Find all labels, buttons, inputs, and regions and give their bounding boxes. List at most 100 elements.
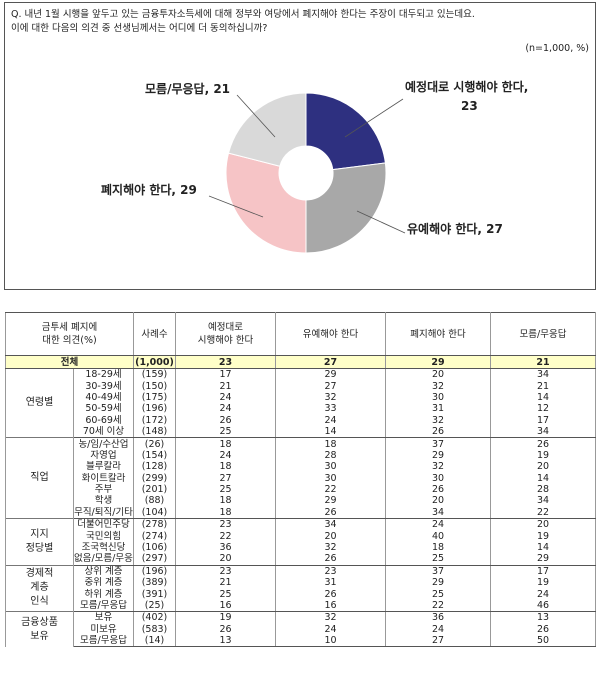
cell-text: 18-29세	[85, 369, 122, 381]
data-row: 자영업 (154) 24 28 29 19	[6, 449, 596, 462]
cell-text: 26	[324, 506, 337, 518]
data-row: 70세 이상 (148) 25 14 26 34	[6, 425, 596, 439]
cell: 21	[175, 380, 276, 392]
cell: (159)	[133, 368, 176, 381]
data-row: 중위 계층 (389) 21 31 29 19	[6, 577, 596, 589]
cell-text: 32	[431, 380, 445, 392]
cell: (583)	[133, 623, 176, 635]
cell-text: 미보유	[90, 623, 117, 635]
data-row: 하위 계층 (391) 25 26 25 24	[6, 588, 596, 600]
cell: 미보유	[73, 623, 134, 635]
cell-text: 20	[219, 553, 232, 565]
cell: 18	[275, 437, 386, 450]
cell-text: 31	[431, 403, 445, 415]
cell: 18	[385, 541, 491, 554]
header-cell: 금투세 폐지에 대한 의견(%)	[5, 312, 134, 356]
cell: 화이트칼라	[73, 472, 134, 484]
cell: 20	[385, 368, 491, 381]
cell-text: 27	[324, 380, 337, 392]
cell: 33	[275, 403, 386, 415]
cell: 전체	[5, 355, 134, 369]
cell-text: (297)	[141, 553, 168, 565]
cell: 20	[275, 530, 386, 542]
cell-text: 29	[431, 356, 445, 368]
cell-text: 40	[431, 530, 445, 542]
cell: 24	[175, 391, 276, 404]
cell-text: 40-49세	[85, 391, 122, 403]
cell-text: 금융상품	[21, 616, 58, 628]
cell-text: 16	[324, 600, 337, 611]
data-row: 없음/모름/무응답 (297) 20 26 25 29	[6, 553, 596, 566]
cell: 29	[275, 495, 386, 507]
leader-line	[208, 195, 264, 218]
cell: (150)	[133, 380, 176, 392]
cell-text: 18	[219, 495, 232, 507]
data-row: 학생 (88) 18 29 20 34	[6, 495, 596, 507]
data-row: 국민의힘 (274) 22 20 40 19	[6, 530, 596, 542]
cell: 30	[275, 461, 386, 473]
cell-text: 예정대로	[208, 322, 243, 333]
cell: 40-49세	[73, 391, 134, 404]
cell-text: 32	[324, 612, 337, 624]
cell: 26	[490, 437, 596, 450]
cell: 32	[275, 611, 386, 624]
donut-slice	[225, 152, 307, 254]
cell-text: 지지	[30, 528, 49, 540]
cell-text: 30	[324, 472, 337, 484]
cell-text: 13	[536, 612, 550, 624]
cell-text: 18	[324, 438, 337, 450]
cell: 60-69세	[73, 414, 134, 426]
cell: 18	[175, 461, 276, 473]
cell: 16	[175, 599, 276, 613]
cell: 보유	[73, 611, 134, 624]
cell-text: 25	[219, 484, 232, 496]
cell: (297)	[133, 553, 176, 566]
cell: (391)	[133, 588, 176, 600]
cell: 25	[385, 588, 491, 600]
cell: 24	[175, 449, 276, 462]
header-cell: 폐지해야 한다	[385, 312, 491, 356]
cell: 34	[385, 506, 491, 520]
data-row: 모름/무응답 (14) 13 10 27 50	[6, 634, 596, 648]
cell-text: 29	[431, 577, 445, 589]
cell: 블루칼라	[73, 461, 134, 473]
group-cell: 경제적 계층 인식	[5, 564, 74, 612]
data-row: 무직/퇴직/기타 (104) 18 26 34 22	[6, 506, 596, 520]
cell-text: (201)	[141, 484, 168, 496]
cell: (172)	[133, 414, 176, 426]
cell: 17	[490, 414, 596, 426]
cell: 32	[385, 414, 491, 426]
cell: (128)	[133, 461, 176, 473]
cell-text: 22	[219, 530, 232, 542]
cell-text: 29	[431, 449, 445, 461]
data-row: 주부 (201) 25 22 26 28	[6, 483, 596, 496]
cell-text: 25	[219, 426, 232, 438]
donut-slice	[227, 92, 307, 167]
cell: 12	[490, 403, 596, 415]
cell: 23	[175, 564, 276, 578]
cell-text: 37	[431, 565, 445, 577]
cell: 26	[275, 588, 386, 600]
group-cell: 지지 정당별	[5, 518, 74, 566]
cell: 26	[275, 553, 386, 566]
cell-text: 24	[324, 623, 337, 635]
cell-text: 없음/모름/무응답	[74, 553, 133, 565]
cell: 26	[385, 483, 491, 496]
cell-text: 30	[431, 391, 445, 403]
data-row: 직업 농/임/수산업 (26) 18 18 37 26	[5, 437, 596, 519]
cell-text: 14	[536, 542, 550, 554]
cell: 37	[385, 564, 491, 578]
cell: 37	[385, 437, 491, 450]
header-row: 금투세 폐지에 대한 의견(%) 사례수 예정대로 시행해야 한다 유예해야 한다 폐지해야…	[5, 312, 596, 356]
cell-text: 14	[536, 472, 550, 484]
data-row: 금융상품 보유 보유 (402) 19 32 36 13	[5, 611, 596, 647]
cell: 중위 계층	[73, 577, 134, 589]
cell-text: 농/임/수산업	[78, 438, 129, 450]
cell: 29	[490, 553, 596, 566]
cell-text: 상위 계층	[84, 565, 123, 577]
cell-text: (104)	[141, 506, 168, 518]
cell: 20	[490, 518, 596, 531]
cell-text: 29	[536, 553, 550, 565]
cell-text: (148)	[141, 426, 168, 438]
cell: (26)	[133, 437, 176, 450]
